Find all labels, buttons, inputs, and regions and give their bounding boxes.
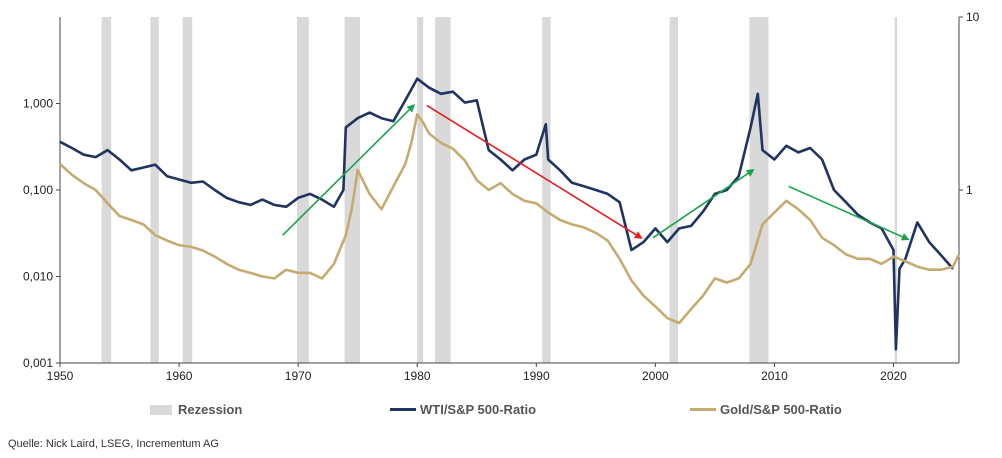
recession-band — [150, 17, 159, 363]
series — [59, 77, 961, 351]
legend-gold-label: Gold/S&P 500-Ratio — [720, 402, 842, 417]
y-left-tick-label: 1,000 — [23, 97, 53, 111]
x-tick-label: 1970 — [285, 369, 312, 383]
recession-band — [435, 17, 451, 363]
legend-recession-label: Rezession — [178, 402, 243, 417]
legend: Rezession WTI/S&P 500-Ratio Gold/S&P 500… — [0, 402, 1002, 424]
y-left-tick-label: 0,100 — [23, 183, 53, 197]
recession-band — [344, 17, 361, 363]
trend-arrow — [282, 104, 416, 236]
source-note: Quelle: Nick Laird, LSEG, Incrementum AG — [8, 438, 219, 450]
x-tick-label: 1950 — [47, 369, 74, 383]
y-right-tick-label: 10 — [966, 10, 980, 24]
recession-band — [749, 17, 769, 363]
wti-swatch — [390, 408, 416, 411]
x-tick-label: 2010 — [761, 369, 788, 383]
trend-arrow — [652, 168, 755, 239]
recession-band — [417, 17, 424, 363]
recession-band — [182, 17, 193, 363]
chart: 0,001 0,010 0,100 1,000 1 10 1950 1960 1970 1980 1… — [23, 10, 980, 383]
trend-arrows — [282, 104, 910, 241]
x-tick-label: 2000 — [642, 369, 669, 383]
trend-arrow — [788, 185, 910, 241]
recession-band — [101, 17, 112, 363]
y-right-tick-label: 1 — [966, 183, 973, 197]
y-left-tick-label: 0,010 — [23, 270, 53, 284]
y-left-tick-label: 0,001 — [23, 356, 53, 370]
gold-swatch — [690, 408, 716, 411]
recession-bands — [101, 17, 898, 363]
recession-band — [894, 17, 898, 363]
recession-swatch — [150, 404, 172, 415]
x-tick-label: 1990 — [523, 369, 550, 383]
recession-band — [296, 17, 309, 363]
legend-gold: Gold/S&P 500-Ratio — [690, 402, 842, 417]
legend-wti-label: WTI/S&P 500-Ratio — [420, 402, 537, 417]
legend-recession: Rezession — [150, 402, 242, 417]
legend-wti: WTI/S&P 500-Ratio — [390, 402, 536, 417]
x-tick-label: 1960 — [166, 369, 193, 383]
gold-sp500-ratio-line — [59, 113, 961, 325]
trend-arrow — [426, 104, 643, 239]
recession-band — [542, 17, 551, 363]
x-tick-label: 1980 — [404, 369, 431, 383]
x-tick-label: 2020 — [880, 369, 907, 383]
wti-sp500-ratio-line — [59, 77, 954, 351]
axes: 0,001 0,010 0,100 1,000 1 10 1950 1960 1970 1980 1… — [23, 10, 980, 383]
recession-band — [669, 17, 678, 363]
